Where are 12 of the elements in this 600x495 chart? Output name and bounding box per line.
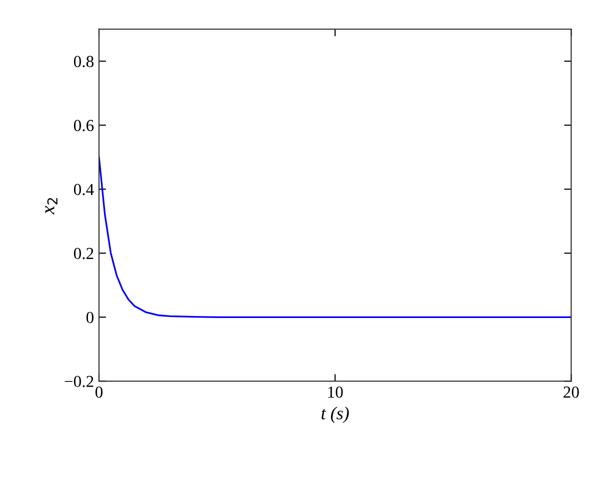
x-tick-label: 10 bbox=[328, 386, 343, 398]
y-tick-label: −0.2 bbox=[64, 376, 94, 388]
x-tick-label: 0 bbox=[95, 386, 103, 398]
y-tick-label: 0.6 bbox=[74, 120, 94, 132]
y-tick-label: 0.2 bbox=[74, 248, 94, 260]
x-axis-title: t (s) bbox=[322, 406, 349, 424]
y-tick-label: 0 bbox=[86, 312, 94, 324]
y-tick-label: 0.8 bbox=[74, 56, 94, 68]
line-series bbox=[99, 156, 572, 318]
y-tick-label: 0.4 bbox=[74, 184, 94, 196]
x-tick-label: 20 bbox=[564, 386, 579, 398]
y-axis-title: x$_{2}$ bbox=[45, 198, 58, 214]
